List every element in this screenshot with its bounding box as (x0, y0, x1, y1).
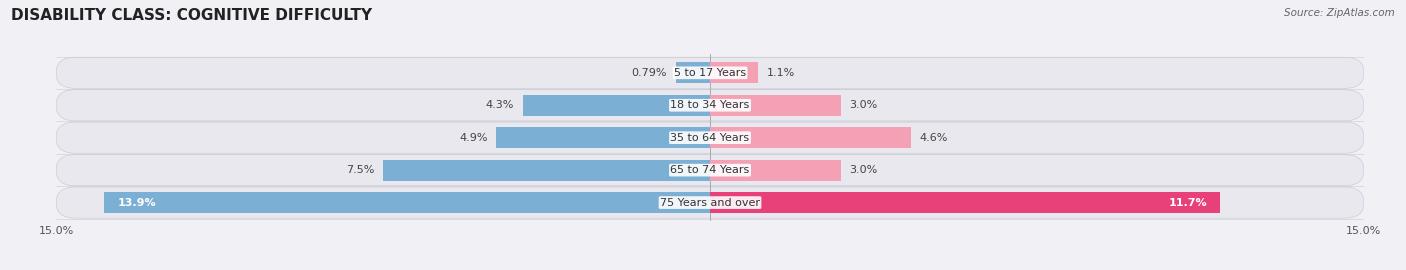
Bar (523, 95, 710, 116)
Text: 5 to 17 Years: 5 to 17 Years (673, 68, 747, 78)
Bar (710, 192, 1220, 213)
FancyBboxPatch shape (56, 122, 1364, 153)
FancyBboxPatch shape (56, 57, 1364, 88)
Text: 0.79%: 0.79% (631, 68, 666, 78)
Text: 18 to 34 Years: 18 to 34 Years (671, 100, 749, 110)
Bar (710, 95, 841, 116)
Text: DISABILITY CLASS: COGNITIVE DIFFICULTY: DISABILITY CLASS: COGNITIVE DIFFICULTY (11, 8, 373, 23)
Text: 4.6%: 4.6% (920, 133, 948, 143)
Text: 1.1%: 1.1% (766, 68, 794, 78)
FancyBboxPatch shape (56, 90, 1364, 121)
Text: 35 to 64 Years: 35 to 64 Years (671, 133, 749, 143)
Text: 13.9%: 13.9% (117, 198, 156, 208)
Bar (104, 192, 710, 213)
Text: 7.5%: 7.5% (346, 165, 374, 175)
Bar (710, 160, 841, 181)
Text: 11.7%: 11.7% (1168, 198, 1206, 208)
Text: 75 Years and over: 75 Years and over (659, 198, 761, 208)
FancyBboxPatch shape (56, 187, 1364, 218)
Bar (382, 160, 710, 181)
Text: Source: ZipAtlas.com: Source: ZipAtlas.com (1284, 8, 1395, 18)
Bar (496, 127, 710, 148)
Bar (710, 127, 911, 148)
Text: 3.0%: 3.0% (849, 100, 877, 110)
FancyBboxPatch shape (56, 154, 1364, 186)
Bar (676, 62, 710, 83)
Text: 4.9%: 4.9% (460, 133, 488, 143)
Text: 3.0%: 3.0% (849, 165, 877, 175)
Bar (710, 62, 758, 83)
Text: 65 to 74 Years: 65 to 74 Years (671, 165, 749, 175)
Text: 4.3%: 4.3% (485, 100, 515, 110)
